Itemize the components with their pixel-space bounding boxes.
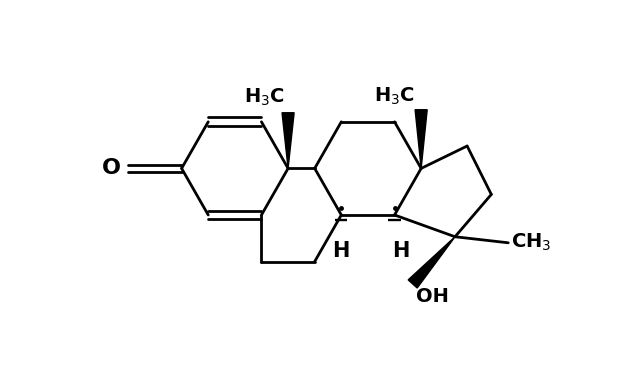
Text: H: H bbox=[392, 241, 409, 261]
Text: H: H bbox=[333, 241, 350, 261]
Text: OH: OH bbox=[416, 287, 449, 306]
Polygon shape bbox=[282, 113, 294, 168]
Polygon shape bbox=[415, 110, 428, 168]
Polygon shape bbox=[408, 237, 455, 288]
Text: O: O bbox=[102, 159, 120, 178]
Text: H$_3$C: H$_3$C bbox=[244, 87, 285, 108]
Text: CH$_3$: CH$_3$ bbox=[511, 232, 552, 254]
Text: H$_3$C: H$_3$C bbox=[374, 86, 415, 107]
